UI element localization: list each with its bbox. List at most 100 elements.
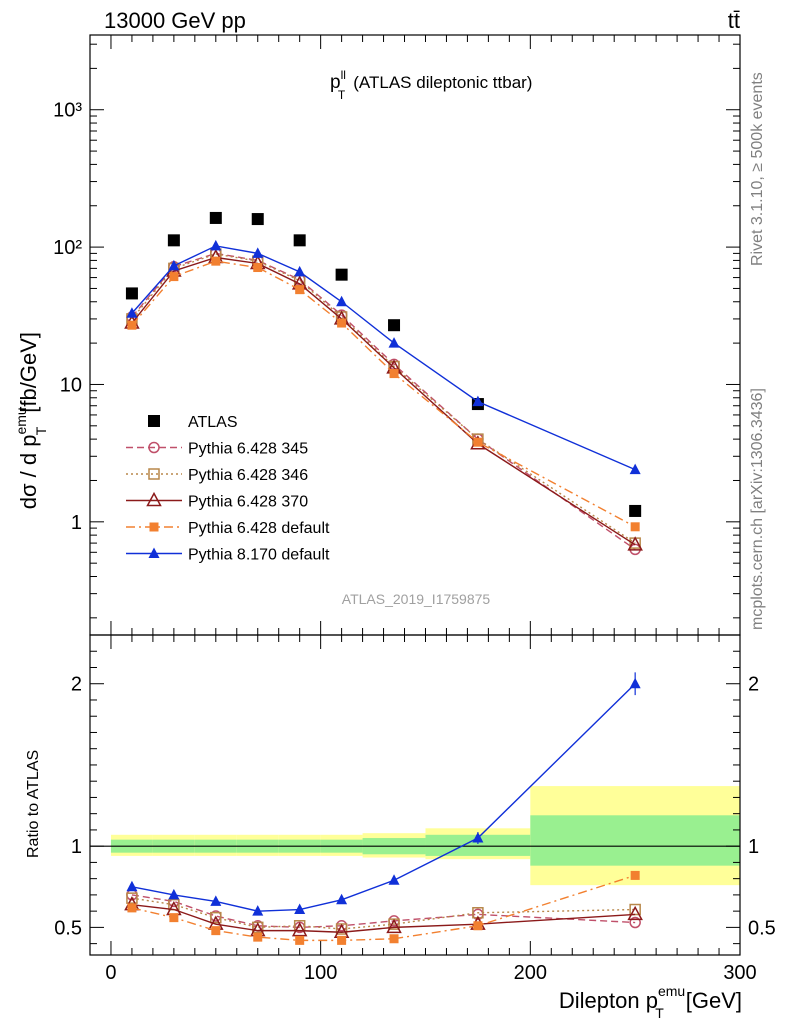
ratio-point-p8 <box>629 677 641 689</box>
ratio-point-p370 <box>627 905 643 921</box>
legend-item-p8: Pythia 8.170 default <box>126 547 330 564</box>
main-point-p8 <box>294 265 306 277</box>
main-point-p370 <box>627 536 643 551</box>
analysis-id-label: ATLAS_2019_I1759875 <box>342 591 491 607</box>
main-series-pdef <box>127 256 640 532</box>
ratio-point-p8 <box>168 888 180 900</box>
ratio-uncertainty-band-inner <box>530 815 740 866</box>
main-point-pdef <box>337 318 347 328</box>
ratio-point-p8 <box>472 832 484 843</box>
ratio-series-line-p346 <box>131 897 636 930</box>
main-point-pdef <box>295 285 305 295</box>
main-point-atlas <box>293 234 306 247</box>
ratio-y-tick-label-right: 0.5 <box>748 917 776 939</box>
main-point-pdef <box>211 256 221 266</box>
ratio-y-tick-label-right: 2 <box>748 674 759 696</box>
header-collision-label: 13000 GeV pp <box>104 8 246 33</box>
x-tick-label: 0 <box>105 962 116 984</box>
legend-item-p370: Pythia 6.428 370 <box>126 491 308 511</box>
ratio-point-pdef <box>389 934 399 944</box>
main-plot-panel: 1 10 10² 10³ <box>53 34 741 636</box>
legend-label-p345: Pythia 6.428 345 <box>188 441 308 458</box>
ratio-point-pdef <box>211 926 221 936</box>
ratio-point-p8 <box>336 893 348 905</box>
plot-title: pll T(ATLAS dileptonic ttbar) <box>330 68 532 102</box>
main-point-atlas <box>388 319 401 332</box>
x-tick-label: 300 <box>723 962 756 984</box>
ratio-point-p8 <box>210 895 222 906</box>
ratio-point-p345 <box>629 916 641 929</box>
ratio-series-p8 <box>126 672 641 916</box>
ratio-point-p346 <box>126 892 138 904</box>
main-point-p8 <box>388 337 400 348</box>
main-point-pdef <box>169 272 179 282</box>
main-point-p8 <box>126 307 138 318</box>
legend-marker-p370 <box>146 491 162 507</box>
main-series-line-p346 <box>131 253 636 544</box>
legend-item-atlas: ATLAS <box>148 414 238 431</box>
ratio-point-pdef <box>473 921 483 931</box>
mcplots-source-label: mcplots.cern.ch [arXiv:1306.3436] <box>749 388 766 630</box>
main-point-atlas <box>251 213 264 226</box>
ratio-series-p370 <box>124 896 643 939</box>
ratio-plot-frame <box>89 634 741 956</box>
legend-label-p370: Pythia 6.428 370 <box>188 494 308 511</box>
x-axis-label: Dilepton pemu T [GeV] <box>559 983 742 1021</box>
main-point-atlas <box>629 504 642 517</box>
ratio-point-pdef <box>630 870 640 880</box>
main-y-tick-label: 10³ <box>53 100 82 122</box>
ratio-series-pdef <box>127 870 640 945</box>
legend-marker-p346 <box>148 468 160 480</box>
main-series-atlas <box>125 211 642 517</box>
main-y-axis-label: dσ / d pemu T[fb/GeV] <box>13 332 49 509</box>
ratio-point-pdef <box>127 903 137 913</box>
main-series-line-p345 <box>131 252 636 550</box>
main-point-p8 <box>168 259 180 271</box>
ratio-point-p8 <box>252 905 264 916</box>
x-tick-label: 200 <box>514 962 547 984</box>
ratio-point-p346 <box>210 911 222 924</box>
main-point-p8 <box>252 247 264 258</box>
ratio-point-pdef <box>253 932 263 942</box>
main-point-pdef <box>630 522 640 532</box>
ratio-y-axis-label: Ratio to ATLAS <box>25 750 42 858</box>
main-point-pdef <box>473 437 483 447</box>
main-series-line-pdef <box>131 260 636 528</box>
legend-marker-p345 <box>148 441 160 454</box>
ratio-series-line-p370 <box>131 903 636 933</box>
ratio-point-pdef <box>169 913 179 923</box>
main-point-pdef <box>127 320 137 330</box>
legend-marker-pdef <box>149 522 159 532</box>
main-point-pdef <box>253 263 263 273</box>
legend-marker-p8 <box>148 547 160 558</box>
x-tick-label: 100 <box>304 962 337 984</box>
rivet-version-label: Rivet 3.1.10, ≥ 500k events <box>749 72 766 266</box>
main-point-p8 <box>336 295 348 307</box>
legend-label-atlas: ATLAS <box>188 414 238 431</box>
main-point-atlas <box>167 234 180 247</box>
ratio-point-pdef <box>337 935 347 945</box>
main-y-tick-label: 10² <box>53 237 82 259</box>
main-y-tick-label: 10 <box>60 374 82 396</box>
main-point-p8 <box>629 463 641 475</box>
ratio-y-tick-label: 1 <box>71 836 82 858</box>
main-plot-frame <box>89 34 741 636</box>
legend-item-p346: Pythia 6.428 346 <box>126 467 308 484</box>
ratio-y-tick-label-right: 1 <box>748 836 759 858</box>
main-point-p8 <box>210 239 222 251</box>
legend: ATLAS Pythia 6.428 345 Pythia 6.428 346 Pyt… <box>126 414 330 564</box>
header-process-label: tt̄ <box>728 8 740 33</box>
ratio-point-p8 <box>388 874 400 885</box>
legend-label-p8: Pythia 8.170 default <box>188 547 330 564</box>
ratio-plot-panel: 0.5 0.5 1 1 2 2 0 100 200 300 <box>54 634 776 984</box>
main-point-atlas <box>209 211 222 224</box>
legend-item-pdef: Pythia 6.428 default <box>126 520 330 537</box>
main-point-pdef <box>389 369 399 379</box>
main-point-p8 <box>472 395 484 407</box>
legend-label-p346: Pythia 6.428 346 <box>188 467 308 484</box>
main-point-atlas <box>335 268 348 281</box>
ratio-point-p370 <box>291 922 308 937</box>
ratio-point-p370 <box>386 918 402 934</box>
ratio-y-tick-label: 0.5 <box>54 917 82 939</box>
main-series-line-p370 <box>131 256 636 546</box>
